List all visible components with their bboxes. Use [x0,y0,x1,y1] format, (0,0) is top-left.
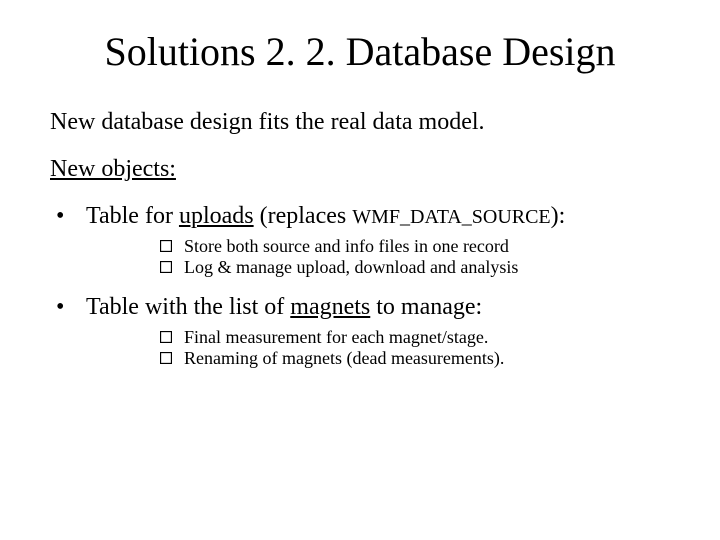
bullet-prefix: Table for [86,203,179,229]
sub-list: Final measurement for each magnet/stage.… [160,327,670,369]
section-label: New objects: [50,156,670,183]
bullet-marker: • [50,294,86,321]
square-bullet-icon [160,237,178,255]
bullet-suffix-a: to manage: [370,294,482,320]
bullet-item: • Table with the list of magnets to mana… [50,294,670,321]
sub-item: Renaming of magnets (dead measurements). [160,348,670,369]
square-bullet-icon [160,258,178,276]
sub-text: Store both source and info files in one … [184,236,509,257]
section-label-text: New objects: [50,156,176,182]
bullet-item: • Table for uploads (replaces WMF_DATA_S… [50,203,670,230]
sub-text: Renaming of magnets (dead measurements). [184,348,504,369]
bullet-text: Table with the list of magnets to manage… [86,294,482,321]
bullet-smallcaps: WMF_DATA_SOURCE [352,206,550,228]
bullet-underlined: magnets [290,294,370,320]
square-bullet-icon [160,349,178,367]
bullet-suffix-a: (replaces [254,203,353,229]
square-bullet-icon [160,328,178,346]
sub-text: Log & manage upload, download and analys… [184,257,518,278]
slide-title: Solutions 2. 2. Database Design [50,28,670,75]
sub-item: Log & manage upload, download and analys… [160,257,670,278]
bullet-underlined: uploads [179,203,254,229]
bullet-marker: • [50,203,86,230]
slide: Solutions 2. 2. Database Design New data… [0,0,720,540]
sub-item: Final measurement for each magnet/stage. [160,327,670,348]
sub-text: Final measurement for each magnet/stage. [184,327,488,348]
bullet-suffix-b: ): [551,203,566,229]
sub-list: Store both source and info files in one … [160,236,670,278]
bullet-text: Table for uploads (replaces WMF_DATA_SOU… [86,203,565,230]
bullet-prefix: Table with the list of [86,294,290,320]
sub-item: Store both source and info files in one … [160,236,670,257]
intro-paragraph: New database design fits the real data m… [50,109,670,136]
